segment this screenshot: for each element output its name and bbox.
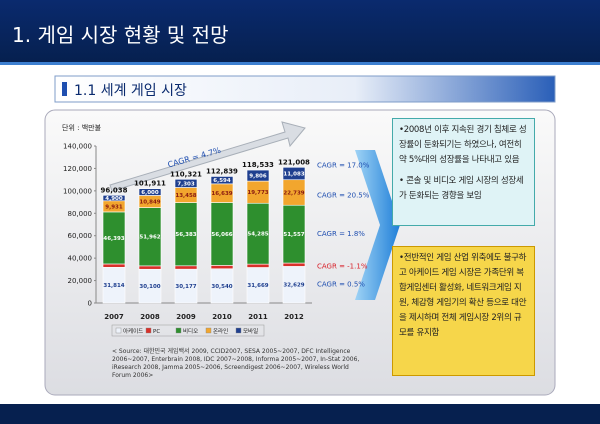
legend-label: 모바일 <box>243 327 258 335</box>
legend-swatch <box>235 327 242 334</box>
value-label: 11,083 <box>283 172 304 178</box>
cagr-label: CAGR = 20.5% <box>317 191 370 199</box>
value-label: 22,739 <box>283 190 304 196</box>
bar-segment <box>210 176 234 185</box>
note-box: •2008년 이후 지속된 경기 침체로 성장률이 둔화되기는 하였으나, 여전… <box>392 118 535 226</box>
legend-label: PC <box>153 329 160 335</box>
header-bar <box>0 0 600 62</box>
value-label: 31,814 <box>103 283 124 289</box>
bar-segment <box>246 263 270 268</box>
cagr-label: CAGR = -1.1% <box>317 263 368 271</box>
legend-swatch <box>175 327 182 334</box>
unit-label: 단위 : 백만불 <box>62 123 102 132</box>
bar-segment <box>282 262 306 267</box>
value-label: 16,639 <box>211 191 232 197</box>
note: • 콘솔 및 비디오 게임 시장의 성장세가 둔화되는 경향을 보임 <box>399 176 524 201</box>
x-tick-label: 2009 <box>176 313 196 321</box>
value-label: 54,285 <box>247 232 268 238</box>
note: •2008년 이후 지속된 경기 침체로 성장률이 둔화되기는 하였으나, 여전… <box>399 125 527 165</box>
y-tick-label: 40,000 <box>68 255 93 263</box>
y-tick-label: 120,000 <box>63 165 92 173</box>
bar-segment <box>138 188 162 196</box>
value-label: 6,000 <box>141 190 159 196</box>
bar-segment <box>102 195 126 202</box>
bar-segment <box>174 265 198 270</box>
value-label: 51,557 <box>283 232 304 238</box>
total-label: 118,533 <box>242 161 274 169</box>
value-label: 4,900 <box>105 196 123 202</box>
y-tick-label: 140,000 <box>63 143 92 151</box>
value-label: 30,100 <box>139 284 160 290</box>
slide-title: 1. 게임 시장 현황 및 전망 <box>12 23 228 47</box>
cagr-label: CAGR = 0.5% <box>317 281 365 289</box>
bar-segment <box>210 265 234 270</box>
value-label: 7,303 <box>177 181 195 187</box>
y-tick-label: 60,000 <box>68 232 93 240</box>
value-label: 30,177 <box>175 284 196 290</box>
total-label: 101,911 <box>134 180 166 188</box>
value-label: 9,931 <box>105 204 123 210</box>
subtitle-bar <box>54 75 556 103</box>
x-tick-label: 2007 <box>104 313 124 321</box>
value-label: 32,629 <box>283 283 304 289</box>
legend-label: 아케이드 <box>123 327 143 335</box>
bar-segment <box>282 166 306 181</box>
header-line <box>0 62 600 65</box>
value-label: 10,849 <box>139 200 160 206</box>
y-tick-label: 20,000 <box>68 277 93 285</box>
highlight: •전반적인 게임 산업 위축에도 불구하고 아케이드 게임 시장은 가족단위 복… <box>399 253 527 338</box>
value-label: 51,962 <box>139 235 160 241</box>
legend-label: 비디오 <box>183 327 198 335</box>
legend-swatch <box>205 327 212 334</box>
value-label: 30,540 <box>211 284 232 290</box>
value-label: 56,066 <box>211 232 232 238</box>
value-label: 9,806 <box>249 174 267 180</box>
y-tick-label: 100,000 <box>63 187 92 195</box>
subtitle: 1.1 세계 게임 시장 <box>74 83 187 99</box>
value-label: 13,458 <box>175 193 196 199</box>
subtitle-marker <box>62 82 67 96</box>
legend-swatch <box>115 327 122 334</box>
value-label: 31,669 <box>247 283 268 289</box>
value-label: 46,393 <box>103 236 124 242</box>
highlight-box: •전반적인 게임 산업 위축에도 불구하고 아케이드 게임 시장은 가족단위 복… <box>392 246 535 376</box>
legend-frame <box>111 324 265 337</box>
bar-segment <box>174 178 198 188</box>
value-label: 56,383 <box>175 232 196 238</box>
total-label: 121,008 <box>278 158 310 166</box>
total-label: 112,839 <box>206 167 238 175</box>
x-tick-label: 2011 <box>248 313 268 321</box>
trend-arrow <box>109 121 306 192</box>
big-arrow <box>355 150 400 300</box>
y-tick-label: 80,000 <box>68 210 93 218</box>
legend-label: 온라인 <box>213 327 228 335</box>
x-tick-label: 2010 <box>212 313 232 321</box>
cagr-label: CAGR = 17.0% <box>317 162 370 170</box>
total-label: 110,321 <box>170 170 202 178</box>
bar-segment <box>138 265 162 270</box>
bar-segment <box>246 169 270 182</box>
cagr-label: CAGR = 1.8% <box>317 230 365 238</box>
x-tick-label: 2012 <box>284 313 304 321</box>
bar-segment <box>102 263 126 268</box>
value-label: 19,773 <box>247 190 268 196</box>
legend-swatch <box>145 327 152 334</box>
footer-bar <box>0 404 600 424</box>
y-tick-label: 0 <box>88 300 92 308</box>
x-tick-label: 2008 <box>140 313 160 321</box>
total-label: 96,038 <box>100 186 127 194</box>
source: < Source: 대한민국 게임백서 2009, CCID2007, SESA… <box>112 348 360 379</box>
value-label: 6,594 <box>213 178 231 184</box>
